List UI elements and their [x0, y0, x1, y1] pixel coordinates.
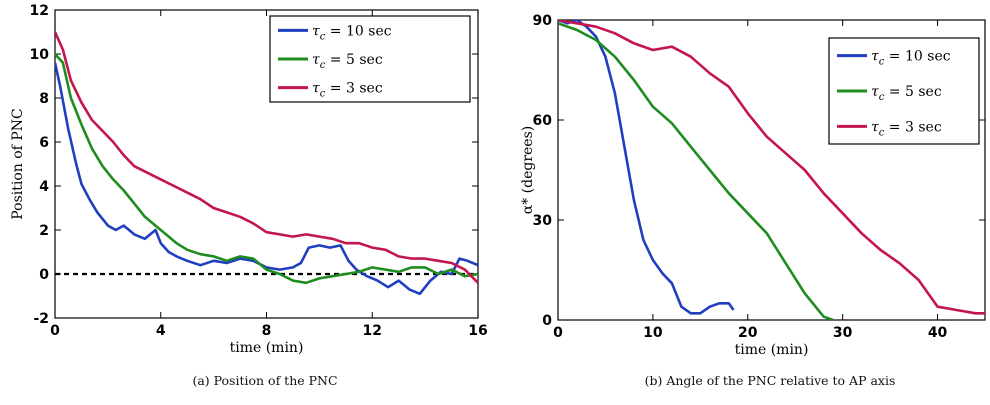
- legend-label: τc = 5 sec: [312, 52, 383, 71]
- y-axis-label: Position of PNC: [10, 108, 26, 219]
- legend: τc = 10 sec τc = 5 sec τc = 3 sec: [269, 15, 471, 103]
- legend-label: τc = 10 sec: [871, 49, 951, 68]
- y-tick-label: 4: [39, 179, 49, 195]
- x-tick-label: 20: [738, 325, 758, 341]
- figure-caption: (b) Angle of the PNC relative to AP axis: [645, 373, 896, 388]
- x-tick-label: 8: [262, 323, 272, 339]
- panel-b-angle-plot: 0 10 20 30 40 0 30 60 90 time (min) α* (degrees) τc…: [520, 13, 986, 388]
- legend-label: τc = 5 sec: [871, 84, 942, 103]
- y-tick-label: 0: [542, 313, 552, 329]
- y-tick-label: 30: [533, 213, 553, 229]
- x-tick-label: 4: [156, 323, 166, 339]
- legend: τc = 10 sec τc = 5 sec τc = 3 sec: [828, 37, 980, 145]
- figure-caption: (a) Position of the PNC: [192, 373, 337, 388]
- y-axis-label: α* (degrees): [520, 126, 536, 214]
- series-line: [558, 22, 834, 320]
- plot-frame: [557, 19, 986, 321]
- x-tick-label: 30: [833, 325, 853, 341]
- series-line: [558, 20, 735, 315]
- series-line: [55, 53, 478, 285]
- series-line: [55, 31, 478, 284]
- legend-label: τc = 10 sec: [312, 23, 392, 42]
- y-tick-label: 10: [30, 47, 50, 63]
- y-tick-label: 12: [30, 3, 49, 19]
- y-tick-label: 8: [39, 91, 49, 107]
- x-tick-label: 10: [643, 325, 663, 341]
- legend-label: τc = 3 sec: [871, 119, 942, 138]
- x-tick-label: 40: [928, 325, 948, 341]
- x-tick-label: 0: [50, 323, 60, 339]
- legend-label: τc = 3 sec: [312, 81, 383, 100]
- x-axis-label: time (min): [735, 342, 809, 358]
- y-tick-label: 6: [39, 135, 49, 151]
- x-tick-label: 16: [468, 323, 487, 339]
- y-tick-label: 60: [533, 113, 553, 129]
- y-tick-label: 90: [533, 13, 553, 29]
- x-axis-label: time (min): [230, 340, 304, 356]
- y-tick-label: 2: [39, 223, 49, 239]
- x-tick-label: 12: [363, 323, 382, 339]
- y-tick-label: 0: [39, 267, 49, 283]
- series-line: [558, 20, 985, 315]
- y-tick-label: -2: [33, 311, 49, 327]
- x-tick-label: 0: [553, 325, 563, 341]
